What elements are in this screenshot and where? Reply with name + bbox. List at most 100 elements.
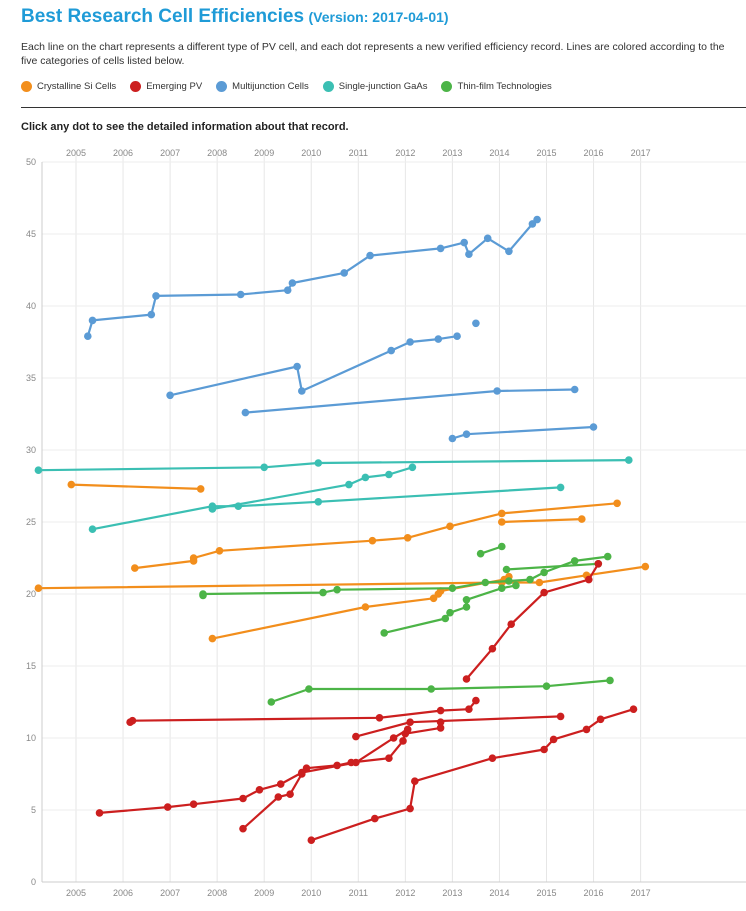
record-dot[interactable]	[436, 718, 445, 726]
record-dot[interactable]	[578, 515, 586, 523]
record-dot[interactable]	[535, 578, 544, 587]
record-dot[interactable]	[570, 557, 579, 565]
record-dot[interactable]	[163, 803, 172, 811]
record-dot[interactable]	[589, 423, 598, 431]
legend-item-multijunction[interactable]: Multijunction Cells	[216, 81, 309, 92]
record-dot[interactable]	[462, 430, 471, 439]
record-dot[interactable]	[462, 603, 471, 611]
record-dot[interactable]	[307, 836, 316, 844]
record-dot[interactable]	[255, 786, 264, 794]
record-dot[interactable]	[274, 793, 283, 801]
record-dot[interactable]	[399, 737, 407, 745]
record-dot[interactable]	[476, 549, 485, 558]
record-dot[interactable]	[488, 754, 497, 762]
record-dot[interactable]	[366, 251, 374, 260]
record-dot[interactable]	[448, 434, 457, 443]
record-dot[interactable]	[67, 480, 76, 489]
record-dot[interactable]	[526, 575, 534, 584]
record-dot[interactable]	[483, 234, 492, 243]
record-dot[interactable]	[408, 463, 417, 472]
record-dot[interactable]	[239, 794, 247, 803]
record-dot[interactable]	[481, 578, 490, 587]
record-dot[interactable]	[498, 584, 506, 592]
record-dot[interactable]	[403, 534, 412, 542]
record-dot[interactable]	[368, 536, 377, 545]
record-dot[interactable]	[406, 804, 414, 813]
record-dot[interactable]	[189, 554, 198, 562]
record-dot[interactable]	[462, 675, 471, 683]
record-dot[interactable]	[465, 705, 473, 713]
record-dot[interactable]	[84, 332, 92, 341]
record-dot[interactable]	[208, 634, 217, 643]
record-dot[interactable]	[436, 706, 445, 715]
record-dot[interactable]	[95, 809, 104, 817]
record-dot[interactable]	[542, 682, 551, 690]
record-dot[interactable]	[361, 473, 370, 482]
record-dot[interactable]	[549, 735, 558, 744]
record-dot[interactable]	[436, 244, 445, 253]
record-dot[interactable]	[403, 725, 412, 734]
record-dot[interactable]	[34, 584, 43, 592]
record-dot[interactable]	[540, 568, 548, 577]
record-dot[interactable]	[594, 560, 603, 568]
record-dot[interactable]	[472, 319, 480, 328]
record-dot[interactable]	[460, 238, 469, 247]
record-dot[interactable]	[502, 565, 511, 574]
record-dot[interactable]	[434, 335, 443, 343]
record-dot[interactable]	[380, 629, 389, 637]
record-dot[interactable]	[215, 547, 224, 555]
record-dot[interactable]	[147, 310, 156, 319]
legend-item-thin-film[interactable]: Thin-film Technologies	[441, 81, 552, 92]
record-dot[interactable]	[88, 525, 97, 533]
record-dot[interactable]	[596, 715, 605, 724]
record-dot[interactable]	[625, 456, 633, 464]
record-dot[interactable]	[498, 518, 506, 526]
record-dot[interactable]	[406, 338, 414, 346]
record-dot[interactable]	[603, 552, 612, 561]
record-dot[interactable]	[427, 685, 436, 693]
record-dot[interactable]	[189, 800, 198, 808]
record-dot[interactable]	[131, 564, 139, 572]
record-dot[interactable]	[152, 292, 160, 300]
record-dot[interactable]	[389, 734, 398, 742]
record-dot[interactable]	[385, 754, 393, 762]
record-dot[interactable]	[236, 290, 245, 299]
record-dot[interactable]	[472, 696, 480, 705]
record-dot[interactable]	[88, 316, 97, 325]
record-dot[interactable]	[498, 542, 506, 551]
record-dot[interactable]	[411, 777, 419, 785]
record-dot[interactable]	[446, 522, 454, 531]
record-dot[interactable]	[276, 780, 285, 788]
record-dot[interactable]	[199, 590, 207, 598]
record-dot[interactable]	[293, 362, 301, 371]
record-dot[interactable]	[441, 614, 450, 623]
record-dot[interactable]	[267, 698, 276, 706]
record-dot[interactable]	[556, 483, 565, 492]
record-dot[interactable]	[298, 387, 306, 395]
record-dot[interactable]	[540, 588, 548, 597]
record-dot[interactable]	[34, 466, 43, 475]
record-dot[interactable]	[556, 712, 565, 721]
record-dot[interactable]	[585, 575, 593, 584]
record-dot[interactable]	[375, 714, 384, 722]
record-dot[interactable]	[298, 768, 306, 777]
record-dot[interactable]	[629, 705, 638, 713]
record-dot[interactable]	[208, 502, 217, 511]
record-dot[interactable]	[314, 459, 323, 467]
record-dot[interactable]	[345, 480, 353, 489]
record-dot[interactable]	[283, 286, 292, 295]
record-dot[interactable]	[533, 215, 541, 224]
record-dot[interactable]	[505, 577, 513, 585]
record-dot[interactable]	[488, 644, 497, 653]
record-dot[interactable]	[446, 608, 454, 617]
record-dot[interactable]	[352, 732, 360, 741]
record-dot[interactable]	[340, 269, 349, 277]
legend-item-single-junction-gaas[interactable]: Single-junction GaAs	[322, 81, 427, 92]
record-dot[interactable]	[540, 745, 548, 754]
record-dot[interactable]	[234, 502, 243, 511]
record-dot[interactable]	[352, 758, 360, 767]
record-dot[interactable]	[570, 385, 579, 394]
record-dot[interactable]	[319, 588, 327, 597]
record-dot[interactable]	[512, 581, 520, 590]
record-dot[interactable]	[493, 387, 501, 395]
